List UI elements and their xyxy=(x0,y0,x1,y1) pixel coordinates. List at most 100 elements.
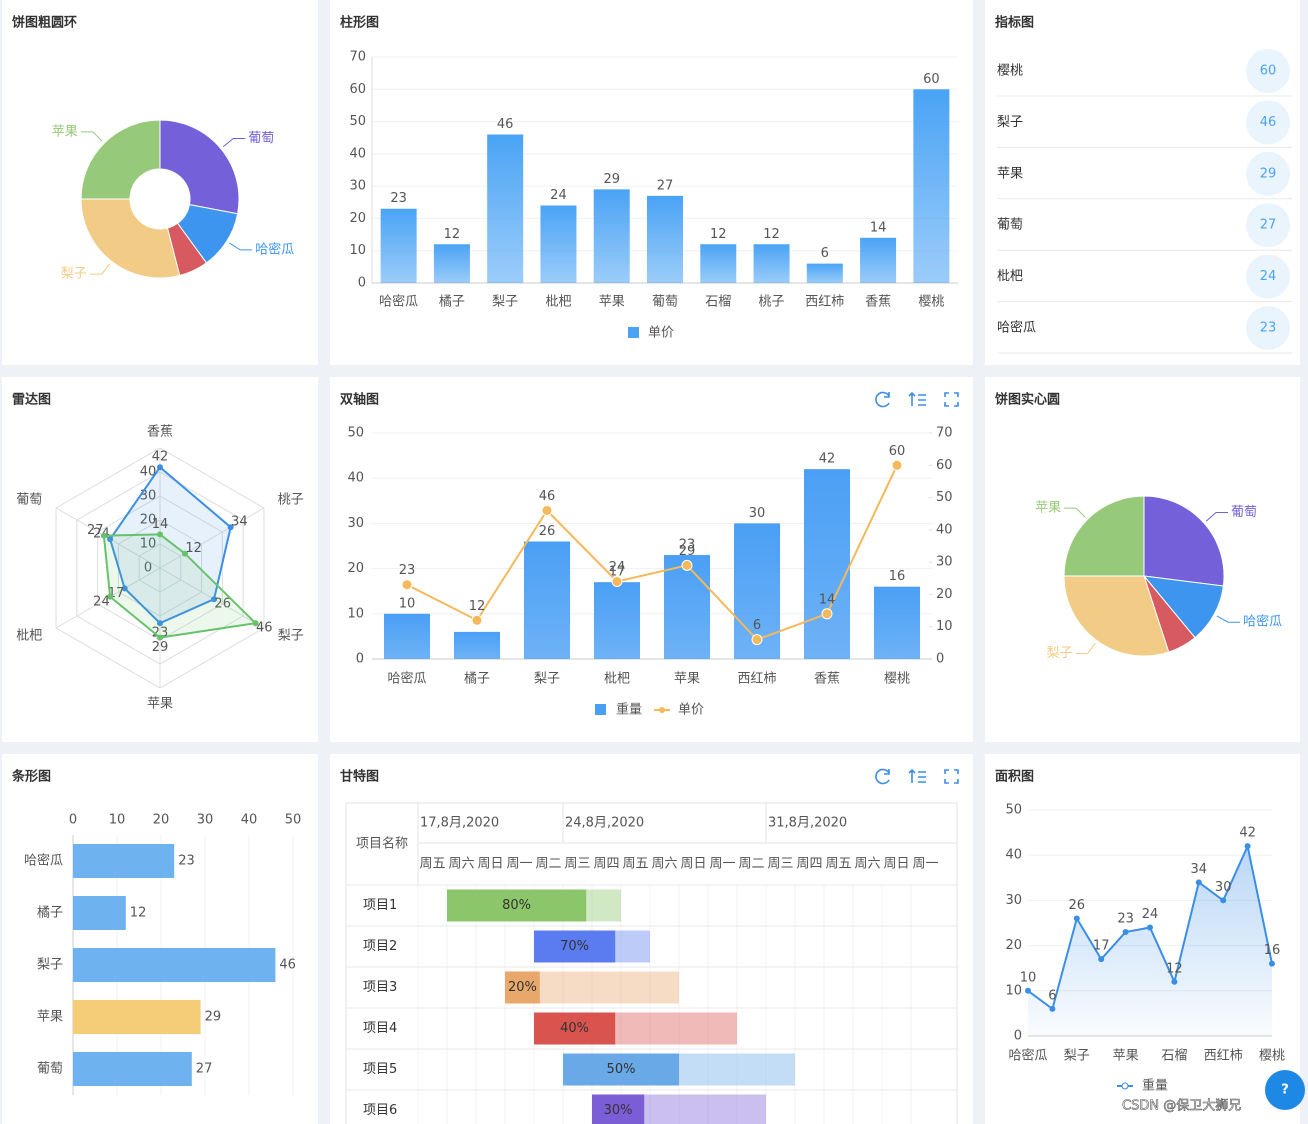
y-tick-label: 橘子 xyxy=(37,905,63,921)
label-line xyxy=(228,242,253,251)
radar-point xyxy=(121,585,128,592)
y-tick-label: 50 xyxy=(347,426,364,441)
gantt-frame xyxy=(345,802,958,1124)
x-tick-label: 哈密瓜 xyxy=(379,294,418,310)
indicator-name: 梨子 xyxy=(997,115,1023,130)
data-label: 29 xyxy=(679,544,696,559)
data-label: 34 xyxy=(1191,862,1208,877)
data-label: 30 xyxy=(1215,880,1232,895)
day-label: 周日 xyxy=(883,857,909,872)
sort-icon[interactable] xyxy=(908,768,926,783)
progress-label: 50% xyxy=(607,1062,636,1077)
r-tick-label: 0 xyxy=(144,561,152,576)
y-tick-label: 20 xyxy=(1005,938,1022,953)
legend-swatch xyxy=(628,327,639,338)
legend-label: 单价 xyxy=(648,326,674,341)
bar xyxy=(73,844,175,878)
x-tick-label: 西红柿 xyxy=(737,671,776,687)
data-label: 46 xyxy=(497,117,514,132)
data-label: 23 xyxy=(1117,912,1134,927)
refresh-icon[interactable] xyxy=(875,391,890,408)
y-tick-label: 30 xyxy=(347,516,364,531)
x-tick-label: 梨子 xyxy=(534,672,560,687)
x-tick-label: 苹果 xyxy=(599,295,625,310)
slice-label: 哈密瓜 xyxy=(1243,614,1282,630)
task-progress xyxy=(505,971,540,1004)
legend-label: 单价 xyxy=(678,703,704,718)
progress-label: 40% xyxy=(560,1021,589,1036)
y-tick-label: 60 xyxy=(349,82,366,97)
x-tick-label: 哈密瓜 xyxy=(387,671,426,687)
x-tick-label: 桃子 xyxy=(759,295,785,310)
day-label: 周五 xyxy=(419,857,445,872)
bar xyxy=(380,208,417,283)
data-label: 10 xyxy=(1020,970,1037,985)
y-tick-label: 40 xyxy=(347,471,364,486)
panel-title: 双轴图 xyxy=(340,392,379,408)
pie-slice xyxy=(1142,575,1224,639)
y2-tick-label: 20 xyxy=(936,587,953,602)
legend-marker xyxy=(1121,1082,1129,1090)
indicator-name: 葡萄 xyxy=(997,218,1023,233)
bar xyxy=(804,469,850,659)
data-label: 26 xyxy=(1069,898,1086,913)
day-label: 周三 xyxy=(564,857,590,872)
x-tick-label: 枇杷 xyxy=(545,295,571,310)
data-label: 46 xyxy=(539,489,556,504)
data-label: 16 xyxy=(1264,943,1281,958)
data-label: 24 xyxy=(1142,907,1159,922)
line-point xyxy=(1269,960,1275,967)
axis-label: 枇杷 xyxy=(16,629,42,644)
day-label: 周一 xyxy=(709,857,735,872)
r-tick-label: 10 xyxy=(140,537,157,552)
data-label: 10 xyxy=(399,596,416,611)
data-label: 60 xyxy=(889,444,906,459)
day-label: 周一 xyxy=(912,857,938,872)
x-tick-label: 30 xyxy=(197,813,214,828)
y2-tick-label: 50 xyxy=(936,490,953,505)
panel-title: 雷达图 xyxy=(12,392,51,408)
fullscreen-icon[interactable] xyxy=(944,392,959,407)
x-tick-label: 苹果 xyxy=(674,672,700,687)
help-button[interactable] xyxy=(1265,1070,1305,1110)
data-label: 23 xyxy=(399,563,416,578)
bar xyxy=(73,1052,192,1086)
radar-point xyxy=(157,531,163,538)
day-label: 周日 xyxy=(680,857,706,872)
day-label: 周二 xyxy=(738,857,764,872)
y-tick-label: 10 xyxy=(347,606,364,621)
bar xyxy=(913,89,950,284)
line-point xyxy=(751,634,763,646)
panel-title: 条形图 xyxy=(12,769,51,785)
data-label: 30 xyxy=(749,506,766,521)
data-label: 29 xyxy=(603,172,620,187)
panel-title: 指标图 xyxy=(995,15,1034,31)
y-tick-label: 40 xyxy=(1005,848,1022,863)
slice-label: 苹果 xyxy=(52,124,78,139)
x-tick-label: 梨子 xyxy=(1064,1049,1090,1064)
day-label: 周日 xyxy=(477,857,503,872)
spoke xyxy=(159,507,265,569)
help-button-label[interactable]: ? xyxy=(1281,1083,1289,1098)
area xyxy=(1028,846,1272,1036)
y-tick-label: 70 xyxy=(349,50,366,65)
refresh-icon[interactable] xyxy=(875,768,890,785)
pie-slice xyxy=(1063,495,1145,577)
y-tick-label: 0 xyxy=(356,652,364,667)
y-tick-label: 30 xyxy=(1005,893,1022,908)
week-label: 24,8月,2020 xyxy=(565,816,644,831)
sort-icon[interactable] xyxy=(908,391,926,406)
indicator-value: 24 xyxy=(1260,269,1277,284)
data-label: 12 xyxy=(444,227,461,242)
bar xyxy=(664,555,710,659)
column-header: 项目名称 xyxy=(356,836,408,852)
indicator-value: 46 xyxy=(1260,115,1277,130)
line-point xyxy=(1171,978,1178,985)
slice-label: 哈密瓜 xyxy=(255,241,294,257)
data-label: 12 xyxy=(763,227,780,242)
line-point xyxy=(1025,987,1031,994)
line-point xyxy=(821,608,833,620)
fullscreen-icon[interactable] xyxy=(944,769,959,784)
x-tick-label: 葡萄 xyxy=(652,295,678,310)
